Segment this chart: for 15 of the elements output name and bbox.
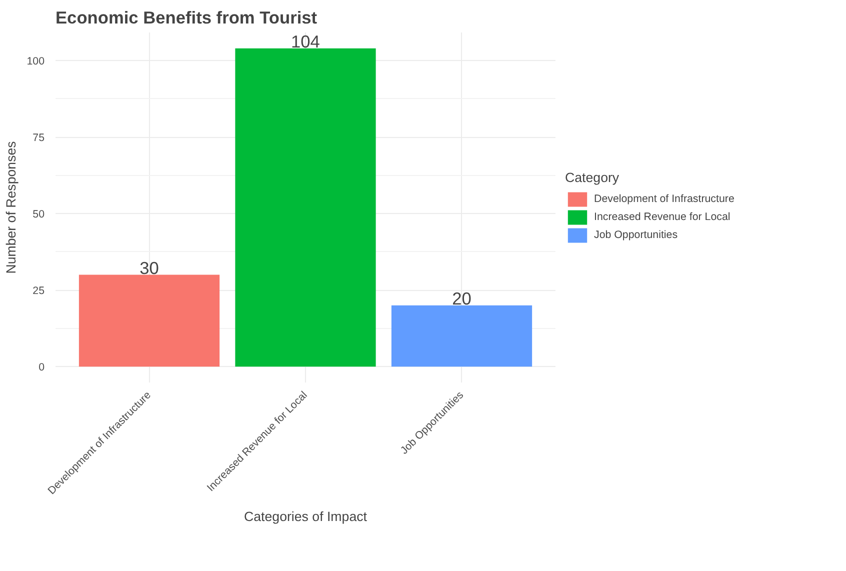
legend-label: Development of Infrastructure (594, 193, 734, 205)
chart-title: Economic Benefits from Tourist (56, 8, 318, 28)
y-tick-label: 0 (38, 362, 45, 374)
y-tick-label: 100 (26, 56, 45, 68)
x-axis-title: Categories of Impact (244, 509, 368, 524)
data-label: 104 (291, 31, 320, 52)
legend-label: Increased Revenue for Local (594, 211, 730, 223)
data-label: 30 (140, 258, 159, 278)
y-axis-title: Number of Responses (4, 140, 19, 274)
y-tick-label: 50 (32, 208, 45, 221)
legend-label: Job Opportunities (594, 229, 678, 241)
y-tick-label: 75 (32, 132, 45, 144)
legend-title: Category (565, 170, 620, 185)
y-tick-label: 25 (32, 285, 45, 298)
data-label: 20 (452, 288, 472, 308)
